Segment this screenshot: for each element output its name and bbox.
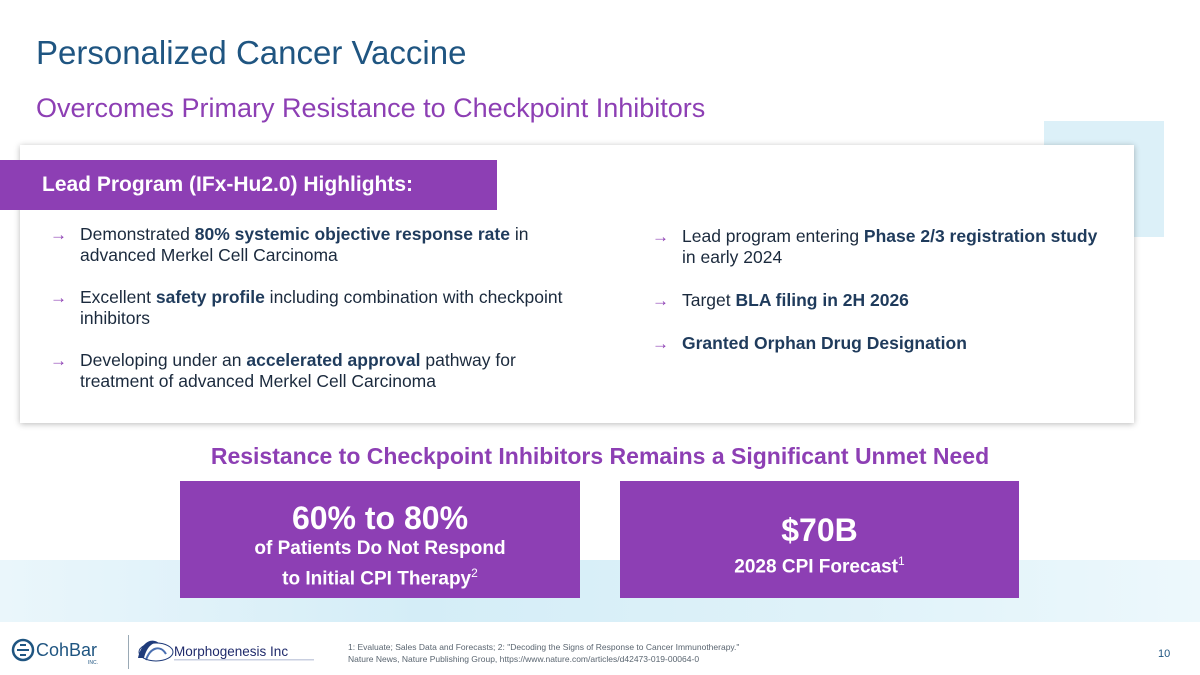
svg-text:INC.: INC.: [88, 660, 98, 666]
stat-caption-line1: of Patients Do Not Respond: [254, 538, 506, 559]
footnote-line2: Nature News, Nature Publishing Group, ht…: [348, 654, 700, 664]
stat-box-non-response: 60% to 80% of Patients Do Not Respond to…: [180, 481, 580, 598]
stat-value: $70B: [781, 512, 858, 548]
highlights-tab: Lead Program (IFx-Hu2.0) Highlights:: [0, 160, 497, 210]
highlight-item: → Developing under an accelerated approv…: [50, 350, 590, 392]
arrow-icon: →: [50, 351, 67, 370]
svg-text:CohBar: CohBar: [36, 640, 97, 660]
highlight-text: Granted Orphan Drug Designation: [682, 333, 967, 353]
footnote-ref: 1: [898, 554, 905, 568]
highlights-right-column: → Lead program entering Phase 2/3 regist…: [652, 226, 1112, 376]
highlight-text: Demonstrated 80% systemic objective resp…: [80, 224, 529, 265]
morphogenesis-logo: Morphogenesis Inc: [138, 640, 314, 662]
highlight-item: → Excellent safety profile including com…: [50, 287, 590, 329]
unmet-need-heading: Resistance to Checkpoint Inhibitors Rema…: [210, 443, 990, 469]
arrow-icon: →: [50, 225, 67, 244]
footnote-line1: 1: Evaluate; Sales Data and Forecasts; 2…: [348, 642, 740, 652]
highlight-item: → Granted Orphan Drug Designation: [652, 333, 1112, 354]
stat-box-cpi-forecast: $70B 2028 CPI Forecast1: [620, 481, 1019, 598]
arrow-icon: →: [652, 334, 669, 353]
highlights-tab-label: Lead Program (IFx-Hu2.0) Highlights:: [42, 173, 414, 196]
highlight-text: Target BLA filing in 2H 2026: [682, 290, 909, 310]
highlight-text: Excellent safety profile including combi…: [80, 287, 563, 328]
stat-value: 60% to 80%: [291, 500, 469, 536]
svg-text:Morphogenesis Inc: Morphogenesis Inc: [174, 644, 288, 659]
highlights-left-column: → Demonstrated 80% systemic objective re…: [50, 224, 590, 413]
highlight-item: → Target BLA filing in 2H 2026: [652, 290, 1112, 311]
stat-caption-line1: 2028 CPI Forecast1: [734, 554, 905, 578]
arrow-icon: →: [652, 291, 669, 310]
arrow-icon: →: [50, 288, 67, 307]
highlight-item: → Lead program entering Phase 2/3 regist…: [652, 226, 1112, 268]
page-number: 10: [1158, 648, 1171, 660]
logo-divider: [128, 635, 129, 669]
slide-title: Personalized Cancer Vaccine: [36, 34, 467, 71]
arrow-icon: →: [652, 227, 669, 246]
highlight-text: Lead program entering Phase 2/3 registra…: [682, 226, 1098, 267]
footnote: 1: Evaluate; Sales Data and Forecasts; 2…: [348, 641, 908, 665]
cohbar-logo: CohBar INC.: [11, 638, 98, 666]
highlight-item: → Demonstrated 80% systemic objective re…: [50, 224, 590, 266]
stat-caption-line2: to Initial CPI Therapy2: [282, 566, 478, 590]
highlight-text: Developing under an accelerated approval…: [80, 350, 516, 391]
footnote-ref: 2: [471, 566, 478, 580]
slide-subtitle: Overcomes Primary Resistance to Checkpoi…: [36, 93, 706, 123]
